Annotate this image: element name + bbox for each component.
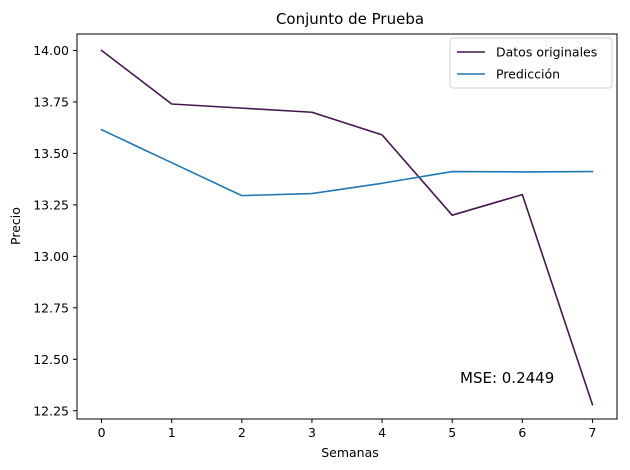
x-tick-label: 3 (308, 425, 316, 440)
legend-box (449, 37, 613, 89)
series-line-datos-originales (100, 49, 594, 406)
series-line-prediccion (100, 128, 594, 197)
axes-frame (76, 33, 618, 420)
y-tick-label: 13.75 (33, 94, 69, 109)
x-tick-label: 7 (588, 425, 596, 440)
x-tick-label: 5 (448, 425, 456, 440)
legend-label: Predicción (496, 67, 560, 82)
y-tick-label: 13.00 (33, 249, 69, 264)
legend-label: Datos originales (496, 45, 597, 60)
x-axis-ticks: 0 1 2 3 4 5 6 7 (98, 419, 596, 440)
y-tick-label: 12.25 (33, 403, 69, 418)
y-tick-label: 12.75 (33, 300, 69, 315)
y-tick-label: 13.25 (33, 197, 69, 212)
x-tick-label: 2 (238, 425, 246, 440)
x-tick-label: 1 (168, 425, 176, 440)
x-tick-label: 0 (98, 425, 106, 440)
legend: Datos originales Predicción (449, 37, 613, 89)
y-tick-label: 13.50 (33, 146, 69, 161)
y-axis-label: Precio (8, 207, 23, 245)
y-axis-ticks: 12.25 12.50 12.75 13.00 13.25 13.50 13.75 14.00 (33, 43, 77, 418)
chart-title: Conjunto de Prueba (276, 10, 424, 28)
x-tick-label: 6 (518, 425, 526, 440)
x-axis-label: Semanas (321, 445, 379, 460)
y-tick-label: 14.00 (33, 43, 69, 58)
series-layer (100, 49, 594, 406)
y-tick-label: 12.50 (33, 352, 69, 367)
x-tick-label: 4 (378, 425, 386, 440)
mse-annotation: MSE: 0.2449 (460, 369, 554, 387)
